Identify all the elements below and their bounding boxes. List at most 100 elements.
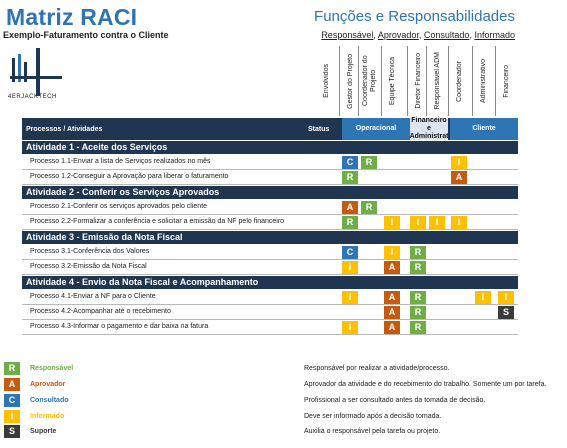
process-row: Processo 3.2-Emissão da Nota Fiscal [22,261,518,275]
process-name: Processo 4.3-Informar o pagamento e dar … [30,323,209,330]
column-header-label: Coordenador do Projeto [361,55,377,107]
raci-cell: I [475,291,491,304]
status-header: Status [308,126,330,133]
column-header-label: Responsável ADM [433,52,441,110]
page-subtitle: Exemplo-Faturamento contra o Cliente [3,30,169,40]
raci-cell: I [342,321,358,334]
role-informado: Informado [474,30,515,40]
process-name: Processo 3.1-Conferência dos Valores [30,248,150,255]
group-financeiro: Financeiro e Administrat [409,117,449,140]
legend-badge: I [4,410,20,423]
raci-cell: R [342,171,358,184]
legend-badge: R [4,362,20,375]
role-aprovador: Aprovador [377,30,419,40]
role-responsavel: Responsável [321,30,374,40]
process-row: Processo 4.2-Acompanhar até o recebiment… [22,306,518,320]
process-name: Processo 3.2-Emissão da Nota Fiscal [30,263,147,270]
legend-badge: A [4,378,20,391]
process-name: Processo 2.2-Formalizar a conferência e … [30,218,285,225]
column-header-label: Envolvidos [322,64,330,98]
process-name: Processo 1.2-Conseguir a Aprovação para … [30,173,229,180]
column-divider [426,46,427,116]
raci-cell: A [384,321,400,334]
column-header-label: Financeiro [502,64,510,98]
column-header: Administrativo [473,46,494,116]
activity-header: Atividade 4 - Envio da Nota Fiscal e Aco… [22,276,518,289]
processes-header: Processos / Atividades [26,126,103,133]
legend-name: Responsável [30,365,74,372]
column-header-label: Equipe Técnica [388,56,396,106]
process-row: Processo 2.2-Formalizar a conferência e … [22,216,518,230]
process-row: Processo 4.1-Enviar a NF para o Cliente [22,291,518,305]
legend-name: Informado [30,413,65,420]
activity-header: Atividade 3 - Emissão da Nota Fiscal [22,231,518,244]
legend-description: Auxilia o responsável pela tarefa ou pro… [304,428,441,435]
process-row: Processo 1.1-Enviar a lista de Serviços … [22,156,518,170]
process-name: Processo 2.1-Conferir os serviços aprova… [30,203,208,210]
legend-description: Aprovador da atividade e do recebimento … [304,381,547,388]
raci-cell: A [384,291,400,304]
activity-header: Atividade 2 - Conferir os Serviços Aprov… [22,186,518,199]
column-header-label: Coordenador [455,60,463,102]
raci-cell: I [342,291,358,304]
raci-cell: R [361,156,377,169]
column-divider [381,46,382,116]
legend-description: Deve ser informado após a decisão tomada… [304,413,442,420]
process-name: Processo 1.1-Enviar a lista de Serviços … [30,158,211,165]
process-row: Processo 4.3-Informar o pagamento e dar … [22,321,518,335]
roles-legend: Responsável, Aprovador, Consultado, Info… [321,30,515,40]
legend-badge: S [4,425,20,438]
raci-cell: R [410,246,426,259]
raci-cell: I [429,216,445,229]
raci-cell: R [410,291,426,304]
column-divider [495,46,496,116]
process-row: Processo 3.1-Conferência dos Valores [22,246,518,260]
group-operacional: Operacional [342,118,410,140]
raci-cell: C [342,156,358,169]
raci-cell: I [384,216,400,229]
group-cliente: Cliente [450,118,518,140]
process-row: Processo 2.1-Conferir os serviços aprova… [22,201,518,215]
legend-description: Responsável por realizar a atividade/pro… [304,365,450,372]
process-row: Processo 1.2-Conseguir a Aprovação para … [22,171,518,185]
column-header: Equipe Técnica [382,46,403,116]
process-name: Processo 4.2-Acompanhar até o recebiment… [30,308,171,315]
logo-text: 4ERJACKTECH [8,94,57,100]
raci-cell: R [410,261,426,274]
raci-cell: A [342,201,358,214]
legend-name: Consultado [30,397,69,404]
legend-name: Suporte [30,428,57,435]
raci-cell: A [384,306,400,319]
column-divider [358,46,359,116]
column-divider [472,46,473,116]
legend-badge: C [4,394,20,407]
raci-cell: A [451,171,467,184]
column-divider [339,46,340,116]
activity-header: Atividade 1 - Aceite dos Serviços [22,141,518,154]
section-title: Funções e Responsabilidades [314,8,515,25]
raci-cell: S [498,306,514,319]
raci-cell: I [410,216,426,229]
column-header: Financeiro [496,46,517,116]
column-divider [448,46,449,116]
legend-description: Profissional a ser consultado antes da t… [304,397,486,404]
raci-cell: C [342,246,358,259]
raci-cell: I [342,261,358,274]
column-header-label: Administrativo [479,59,487,103]
column-header: Responsável ADM [427,46,448,116]
raci-cell: R [342,216,358,229]
page-title: Matriz RACI [6,4,138,30]
raci-cell: R [410,321,426,334]
raci-cell: I [451,216,467,229]
raci-cell: R [361,201,377,214]
column-header: Envolvidos [316,46,337,116]
raci-cell: I [384,246,400,259]
company-logo [10,48,62,96]
column-divider [407,46,408,116]
column-header-label: Gestor do Projeto [346,53,354,109]
column-header: Coordenador do Projeto [359,46,380,116]
raci-cell: I [498,291,514,304]
column-header-label: Diretor Financeiro [414,53,422,109]
raci-cell: R [410,306,426,319]
raci-cell: I [451,156,467,169]
